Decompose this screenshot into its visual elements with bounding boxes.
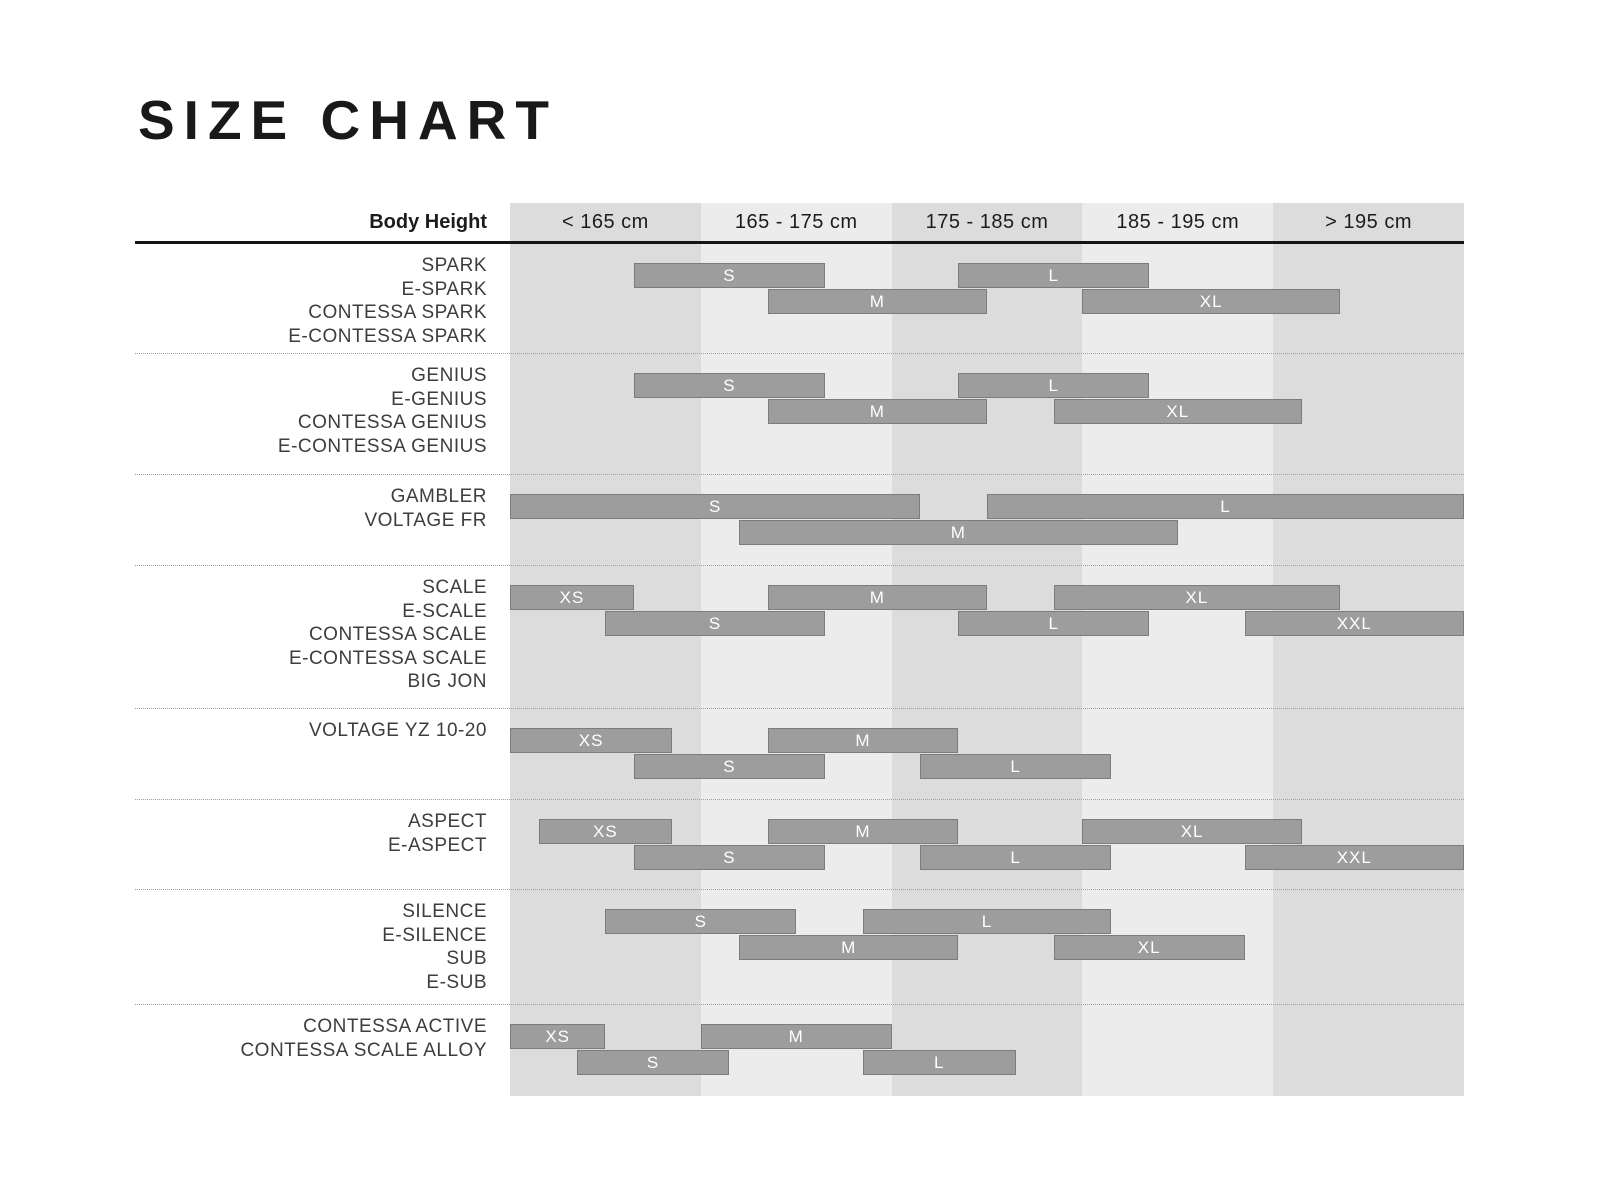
size-bars-area: XS S M L: [510, 709, 1464, 799]
model-group-row: GAMBLER VOLTAGE FR S M L: [135, 475, 1464, 566]
size-bar-s: S: [510, 494, 921, 519]
size-bar-s: S: [634, 845, 825, 870]
model-label: E-GENIUS: [391, 388, 487, 410]
model-label: E-CONTESSA SPARK: [288, 325, 487, 347]
size-bar-xs: XS: [538, 819, 673, 844]
size-bar-s: S: [634, 754, 825, 779]
size-bar-l: L: [862, 909, 1111, 934]
size-chart: Body Height < 165 cm 165 - 175 cm 175 - …: [135, 203, 1464, 1099]
model-label: VOLTAGE FR: [364, 509, 487, 531]
model-group-row: GENIUS E-GENIUS CONTESSA GENIUS E-CONTESSA …: [135, 354, 1464, 475]
size-bar-s: S: [605, 909, 797, 934]
size-bar-m: M: [738, 520, 1178, 545]
model-group-row: SILENCE E-SILENCE SUB E-SUB S M L XL: [135, 890, 1464, 1005]
size-bar-l: L: [920, 754, 1112, 779]
size-bar-l: L: [958, 611, 1150, 636]
size-bars-area: XS S M L XL XXL: [510, 800, 1464, 889]
model-labels: ASPECT E-ASPECT: [135, 800, 510, 889]
model-label: E-CONTESSA SCALE: [288, 647, 487, 669]
size-bar-l: L: [958, 263, 1150, 288]
model-label: BIG JON: [407, 671, 487, 692]
model-label: E-CONTESSA GENIUS: [277, 435, 487, 457]
column-header-5: > 195 cm: [1325, 210, 1412, 233]
size-bar-l: L: [987, 494, 1464, 519]
model-label: CONTESSA ACTIVE: [303, 1016, 487, 1037]
column-header-1: < 165 cm: [561, 210, 649, 233]
height-band-5: [1273, 203, 1464, 1096]
model-label: E-SCALE: [402, 600, 487, 622]
size-bar-xl: XL: [1053, 585, 1340, 610]
model-labels: CONTESSA ACTIVE CONTESSA SCALE ALLOY: [135, 1005, 510, 1099]
size-bar-s: S: [605, 611, 825, 636]
size-bars-area: S M L XL: [510, 244, 1464, 353]
size-bar-l: L: [920, 845, 1112, 870]
size-bar-xl: XL: [1053, 935, 1245, 960]
size-bar-s: S: [576, 1050, 730, 1075]
model-group-row: SCALE E-SCALE CONTESSA SCALE E-CONTESSA SCA…: [135, 566, 1464, 709]
model-label: CONTESSA GENIUS: [297, 412, 487, 433]
model-labels: SILENCE E-SILENCE SUB E-SUB: [135, 890, 510, 1004]
size-bar-l: L: [862, 1050, 1016, 1075]
size-bar-xs: XS: [510, 728, 673, 753]
model-label: E-ASPECT: [387, 834, 487, 856]
model-label: CONTESSA SPARK: [308, 302, 487, 323]
model-label: SUB: [446, 948, 487, 969]
size-bar-xl: XL: [1053, 399, 1302, 424]
size-bar-m: M: [767, 399, 987, 424]
model-label: E-SUB: [426, 971, 487, 993]
column-bands: [510, 203, 1464, 1096]
axis-label-body-height: Body Height: [369, 210, 487, 233]
model-label: SPARK: [421, 255, 487, 276]
size-bar-m: M: [767, 819, 959, 844]
column-header-4: 185 - 195 cm: [1116, 210, 1240, 233]
size-bar-xxl: XXL: [1244, 611, 1464, 636]
model-label: SILENCE: [402, 901, 487, 922]
model-group-row: VOLTAGE YZ 10-20 XS S M L: [135, 709, 1464, 800]
size-bar-m: M: [767, 728, 959, 753]
size-bar-s: S: [634, 263, 825, 288]
column-header-2: 165 - 175 cm: [734, 210, 858, 233]
size-bar-m: M: [767, 289, 987, 314]
model-label: E-SPARK: [401, 278, 487, 300]
chart-header-row: Body Height < 165 cm 165 - 175 cm 175 - …: [135, 203, 1464, 244]
size-bar-xl: XL: [1082, 819, 1302, 844]
model-group-row: ASPECT E-ASPECT XS S M L XL XXL: [135, 800, 1464, 890]
model-label: VOLTAGE YZ 10-20: [308, 720, 487, 741]
size-bar-s: S: [634, 373, 825, 398]
size-bar-l: L: [958, 373, 1150, 398]
height-band-1: [510, 203, 701, 1096]
model-group-row: SPARK E-SPARK CONTESSA SPARK E-CONTESSA SPA…: [135, 244, 1464, 354]
group-rows: SPARK E-SPARK CONTESSA SPARK E-CONTESSA SPA…: [135, 244, 1464, 1099]
model-label: ASPECT: [407, 811, 487, 832]
model-label: E-SILENCE: [382, 924, 487, 946]
model-labels: GAMBLER VOLTAGE FR: [135, 475, 510, 565]
model-label: CONTESSA SCALE ALLOY: [240, 1039, 487, 1061]
model-label: GENIUS: [411, 365, 487, 386]
size-bars-area: XS S M L: [510, 1005, 1464, 1099]
size-bar-m: M: [738, 935, 959, 960]
model-labels: VOLTAGE YZ 10-20: [135, 709, 510, 799]
model-labels: SPARK E-SPARK CONTESSA SPARK E-CONTESSA SPA…: [135, 244, 510, 353]
model-label: GAMBLER: [390, 486, 487, 507]
size-bars-area: XS S M L XL XXL: [510, 566, 1464, 708]
model-group-row: CONTESSA ACTIVE CONTESSA SCALE ALLOY XS S M L: [135, 1005, 1464, 1099]
size-bars-area: S M L XL: [510, 890, 1464, 1004]
size-bar-m: M: [700, 1024, 892, 1049]
column-header-3: 175 - 185 cm: [925, 210, 1049, 233]
model-label: CONTESSA SCALE: [308, 624, 487, 645]
size-bar-xs: XS: [510, 1024, 606, 1049]
size-bar-m: M: [767, 585, 987, 610]
size-bars-area: S M L XL: [510, 354, 1464, 474]
model-labels: SCALE E-SCALE CONTESSA SCALE E-CONTESSA SCA…: [135, 566, 510, 708]
page-title: SIZE CHART: [138, 89, 558, 151]
model-labels: GENIUS E-GENIUS CONTESSA GENIUS E-CONTESSA …: [135, 354, 510, 474]
size-bar-xs: XS: [510, 585, 635, 610]
size-bar-xl: XL: [1082, 289, 1340, 314]
size-bar-xxl: XXL: [1244, 845, 1464, 870]
model-label: SCALE: [422, 577, 487, 598]
